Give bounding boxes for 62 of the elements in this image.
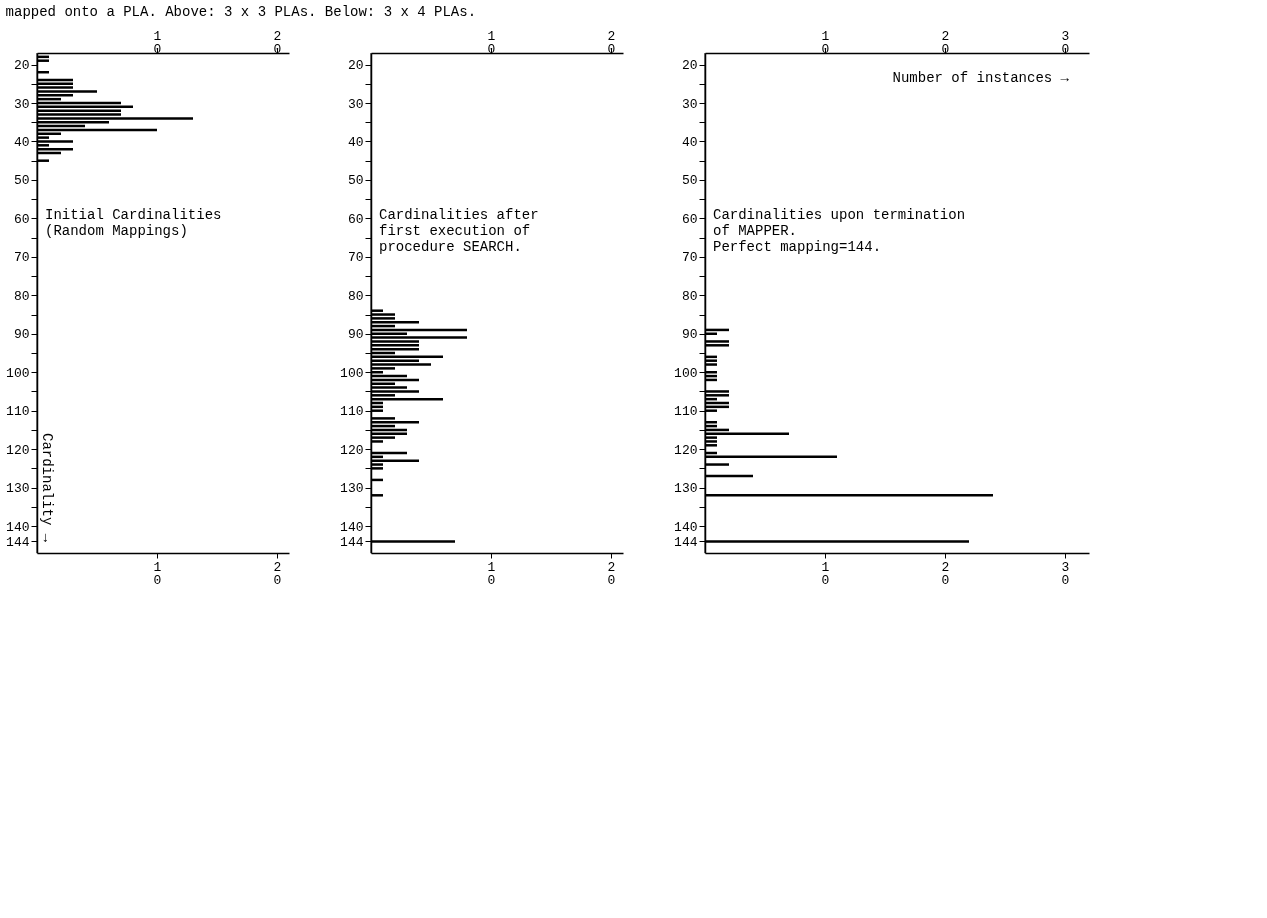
y-tick-label: 50 — [347, 173, 364, 189]
x-tick-label: 2 0 — [273, 28, 282, 57]
y-tick-label: 110 — [6, 404, 30, 420]
x-tick-label: 1 0 — [153, 28, 162, 57]
x2-tick-label: 2 0 — [273, 559, 282, 588]
y-tick-label: 60 — [681, 211, 698, 227]
y-tick-label: 120 — [6, 442, 30, 458]
y-tick-label: 20 — [13, 58, 30, 74]
y-tick-label: 50 — [13, 173, 30, 189]
x-tick-label: 2 0 — [607, 28, 616, 57]
annotation: Cardinalities upon termination of MAPPER. Perfect mapping=144. — [713, 207, 966, 255]
y-tick-label: 60 — [347, 211, 364, 227]
y-tick-label: 70 — [13, 250, 30, 266]
y-tick-label: 120 — [340, 442, 364, 458]
y-tick-label: 100 — [340, 365, 364, 381]
x-tick-label: 1 0 — [487, 28, 496, 57]
y-tick-label: 70 — [681, 250, 698, 266]
y-tick-label: 90 — [681, 327, 698, 343]
y-tick-label: 70 — [347, 250, 364, 266]
y-tick-label: 144 — [340, 534, 364, 550]
x2-tick-label: 2 0 — [941, 559, 950, 588]
x2-tick-label: 1 0 — [821, 559, 830, 588]
y-tick-label: 20 — [347, 58, 364, 74]
y-tick-label: 110 — [340, 404, 364, 420]
y-tick-label: 80 — [347, 288, 364, 304]
y-tick-label: 144 — [6, 534, 30, 550]
y-tick-label: 140 — [340, 519, 364, 535]
x2-tick-label: 1 0 — [487, 559, 496, 588]
y-tick-label: 30 — [347, 96, 364, 112]
y-axis-title: Cardinality → — [39, 433, 55, 543]
y-tick-label: 40 — [347, 134, 364, 150]
y-tick-label: 140 — [6, 519, 30, 535]
annotation: Initial Cardinalities (Random Mappings) — [45, 207, 222, 239]
x-tick-label: 3 0 — [1061, 28, 1070, 57]
y-tick-label: 120 — [674, 442, 698, 458]
x2-tick-label: 3 0 — [1061, 559, 1070, 588]
y-tick-label: 30 — [681, 96, 698, 112]
x-tick-label: 2 0 — [941, 28, 950, 57]
y-tick-label: 100 — [674, 365, 698, 381]
y-tick-label: 40 — [681, 134, 698, 150]
y-tick-label: 40 — [13, 134, 30, 150]
y-tick-label: 50 — [681, 173, 698, 189]
y-tick-label: 144 — [674, 534, 698, 550]
y-tick-label: 20 — [681, 58, 698, 74]
chart-title: mapped onto a PLA. Above: 3 x 3 PLAs. Below: 3 x 4 PLAs. — [5, 4, 477, 20]
x-tick-label: 1 0 — [821, 28, 830, 57]
y-tick-label: 130 — [340, 481, 364, 497]
y-tick-label: 30 — [13, 96, 30, 112]
x-axis-title: Number of instances → — [892, 70, 1070, 86]
y-tick-label: 130 — [6, 481, 30, 497]
y-tick-label: 80 — [681, 288, 698, 304]
y-tick-label: 90 — [347, 327, 364, 343]
y-tick-label: 130 — [674, 481, 698, 497]
y-tick-label: 90 — [13, 327, 30, 343]
y-tick-label: 60 — [13, 211, 30, 227]
y-tick-label: 140 — [674, 519, 698, 535]
annotation: Cardinalities after first execution of procedure SEARCH. — [379, 207, 539, 255]
y-tick-label: 110 — [674, 404, 698, 420]
y-tick-label: 80 — [13, 288, 30, 304]
x2-tick-label: 1 0 — [153, 559, 162, 588]
y-tick-label: 100 — [6, 365, 30, 381]
x2-tick-label: 2 0 — [607, 559, 616, 588]
